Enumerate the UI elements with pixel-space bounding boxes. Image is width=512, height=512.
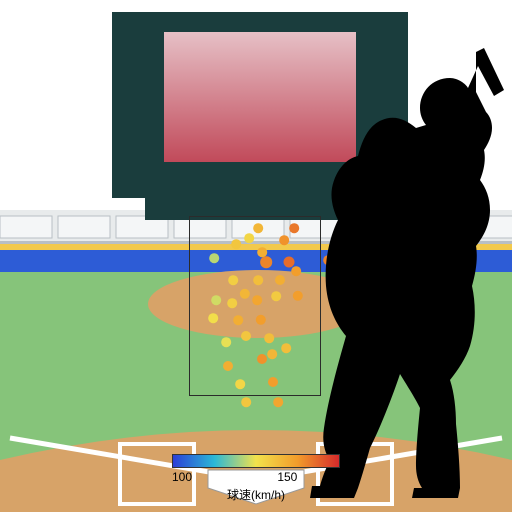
legend-tick: 100 [172, 470, 192, 484]
pitch-marker [289, 223, 299, 233]
pitch-marker [227, 298, 237, 308]
pitch-marker [231, 239, 241, 249]
pitch-marker [281, 343, 291, 353]
pitch-marker [244, 233, 254, 243]
pitch-marker [233, 315, 243, 325]
pitch-marker [223, 361, 233, 371]
pitch-marker [267, 349, 277, 359]
pitch-marker [228, 275, 238, 285]
batter-silhouette [308, 48, 512, 498]
pitch-marker [241, 331, 251, 341]
pitch-marker [252, 295, 262, 305]
pitch-marker [275, 275, 285, 285]
pitch-marker [273, 397, 283, 407]
velocity-legend: 100 150 球速(km/h) [172, 454, 340, 503]
pitch-marker [279, 235, 289, 245]
pitch-marker [209, 253, 219, 263]
pitch-marker [253, 275, 263, 285]
pitch-marker [221, 337, 231, 347]
pitch-marker [235, 379, 245, 389]
pitch-marker [257, 354, 267, 364]
pitch-marker [241, 397, 251, 407]
legend-tick: 150 [277, 470, 297, 484]
pitch-marker [253, 223, 263, 233]
legend-ticks: 100 150 [172, 470, 340, 484]
legend-gradient-bar [172, 454, 340, 468]
pitch-marker [291, 266, 301, 276]
pitch-marker [271, 291, 281, 301]
pitch-marker [264, 333, 274, 343]
strike-zone [189, 216, 321, 396]
pitch-marker [260, 256, 272, 268]
pitch-marker [208, 313, 218, 323]
pitch-marker [211, 295, 221, 305]
legend-axis-label: 球速(km/h) [172, 486, 340, 503]
pitch-marker [268, 377, 278, 387]
